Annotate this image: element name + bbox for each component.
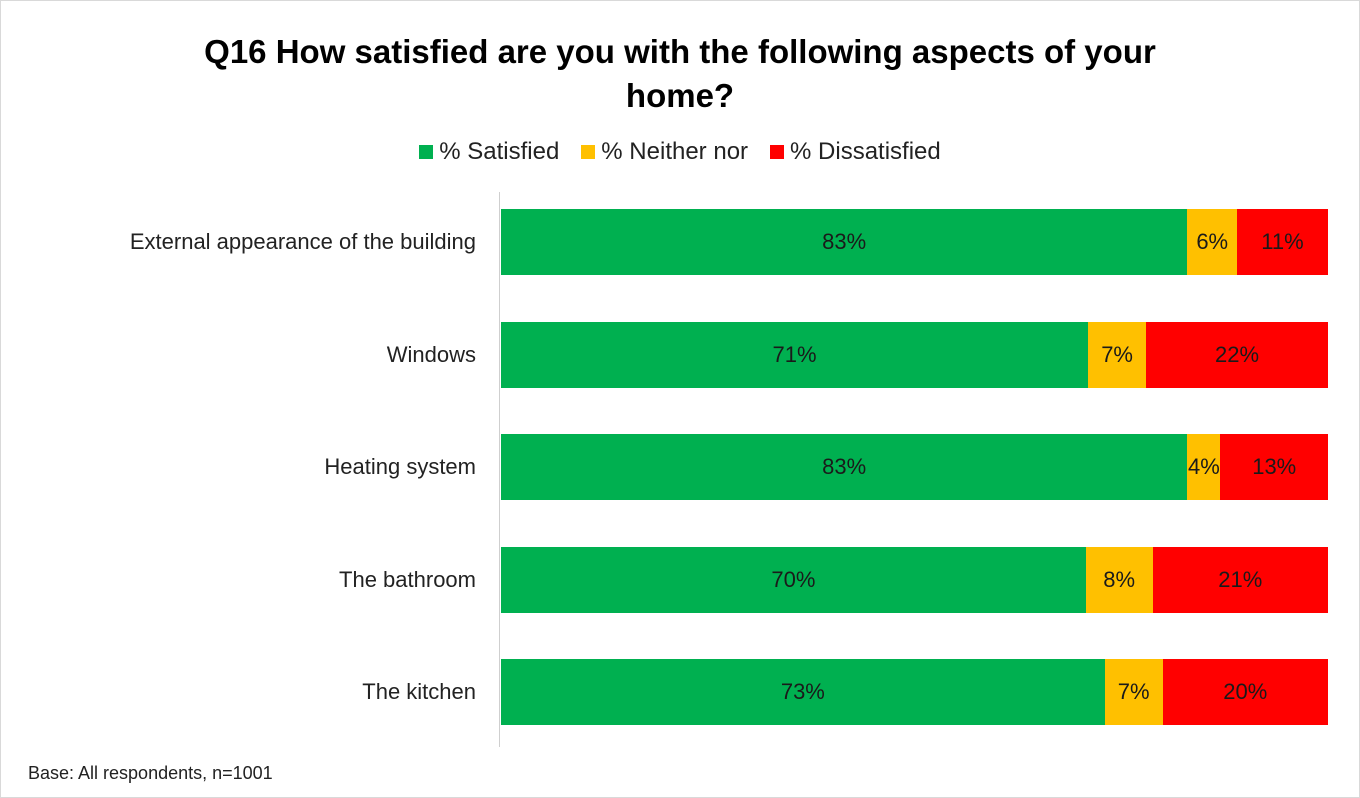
bar-satisfied-windows: [501, 322, 1089, 388]
chart-title: Q16 How satisfied are you with the follo…: [0, 30, 1360, 118]
chart-title-line-2: home?: [625, 77, 735, 114]
legend-item-satisfied: % Satisfied: [419, 138, 559, 166]
category-label-the-kitchen: The kitchen: [362, 679, 476, 704]
data-label-neither-external-appearance-of-the-building: 6%: [1196, 229, 1229, 254]
legend-swatch-neither: [581, 145, 596, 159]
category-label-external-appearance-of-the-building: External appearance of the building: [129, 229, 476, 254]
category-label-windows: Windows: [386, 342, 476, 367]
data-label-neither-windows: 7%: [1101, 342, 1133, 367]
legend-label-neither: % Neither nor: [601, 138, 749, 165]
bar-dissatisfied-windows: [1146, 322, 1328, 388]
data-label-neither-the-bathroom: 8%: [1103, 567, 1136, 592]
chart-title-line-1: Q16 How satisfied are you with the follo…: [204, 33, 1156, 70]
data-label-satisfied-external-appearance-of-the-building: 83%: [822, 229, 867, 254]
data-label-dissatisfied-the-kitchen: 20%: [1223, 679, 1268, 704]
data-label-dissatisfied-windows: 22%: [1214, 342, 1260, 367]
legend-swatch-dissatisfied: [770, 145, 785, 159]
category-axis-line: [499, 192, 500, 747]
bar-neither-windows: [1088, 322, 1147, 388]
data-label-dissatisfied-external-appearance-of-the-building: 11%: [1261, 229, 1304, 254]
bar-satisfied-external-appearance-of-the-building: [501, 209, 1188, 275]
bar-neither-the-kitchen: [1104, 659, 1163, 725]
footnote: Base: All respondents, n=1001: [28, 763, 273, 783]
legend-label-satisfied: % Satisfied: [439, 138, 560, 165]
legend-label-dissatisfied: % Dissatisfied: [790, 138, 941, 165]
bar-satisfied-the-kitchen: [501, 659, 1105, 725]
data-label-satisfied-the-kitchen: 73%: [780, 679, 825, 704]
data-label-neither-heating-system: 4%: [1188, 454, 1220, 479]
bar-dissatisfied-the-kitchen: [1162, 659, 1328, 725]
bar-satisfied-heating-system: [501, 434, 1188, 500]
data-label-satisfied-heating-system: 83%: [822, 454, 867, 479]
bar-neither-external-appearance-of-the-building: [1187, 209, 1238, 275]
bar-neither-heating-system: [1187, 434, 1221, 500]
bar-satisfied-the-bathroom: [501, 547, 1086, 613]
data-label-neither-the-kitchen: 7%: [1117, 679, 1150, 704]
category-label-the-bathroom: The bathroom: [339, 567, 476, 592]
data-label-satisfied-the-bathroom: 70%: [771, 567, 816, 592]
data-label-dissatisfied-heating-system: 13%: [1252, 454, 1297, 479]
category-label-heating-system: Heating system: [324, 454, 476, 479]
data-label-dissatisfied-the-bathroom: 21%: [1218, 567, 1263, 592]
data-label-satisfied-windows: 71%: [772, 342, 817, 367]
bar-dissatisfied-external-appearance-of-the-building: [1237, 209, 1328, 275]
legend-item-dissatisfied: % Dissatisfied: [770, 138, 941, 166]
chart-legend: % Satisfied % Neither nor % Dissatisfied: [0, 138, 1360, 166]
bar-neither-the-bathroom: [1085, 547, 1153, 613]
legend-item-neither: % Neither nor: [581, 138, 748, 166]
legend-swatch-satisfied: [419, 145, 434, 159]
bar-dissatisfied-the-bathroom: [1152, 547, 1328, 613]
bar-dissatisfied-heating-system: [1220, 434, 1328, 500]
